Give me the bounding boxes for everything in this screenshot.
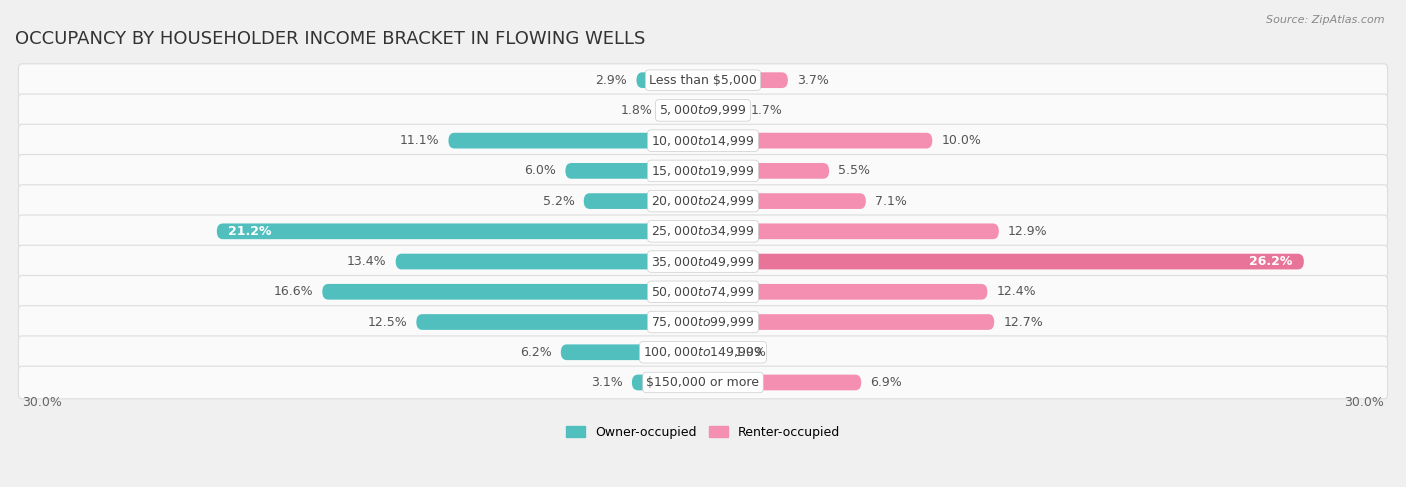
- Text: 3.7%: 3.7%: [797, 74, 830, 87]
- Text: $100,000 to $149,999: $100,000 to $149,999: [644, 345, 762, 359]
- Text: 5.5%: 5.5%: [838, 165, 870, 177]
- FancyBboxPatch shape: [18, 245, 1388, 278]
- Text: 7.1%: 7.1%: [875, 195, 907, 207]
- Text: 2.9%: 2.9%: [596, 74, 627, 87]
- FancyBboxPatch shape: [631, 375, 703, 391]
- Text: 3.1%: 3.1%: [591, 376, 623, 389]
- Text: Less than $5,000: Less than $5,000: [650, 74, 756, 87]
- Text: OCCUPANCY BY HOUSEHOLDER INCOME BRACKET IN FLOWING WELLS: OCCUPANCY BY HOUSEHOLDER INCOME BRACKET …: [15, 30, 645, 48]
- FancyBboxPatch shape: [18, 94, 1388, 127]
- Legend: Owner-occupied, Renter-occupied: Owner-occupied, Renter-occupied: [561, 421, 845, 444]
- FancyBboxPatch shape: [395, 254, 703, 269]
- FancyBboxPatch shape: [703, 254, 1303, 269]
- FancyBboxPatch shape: [583, 193, 703, 209]
- Text: 12.7%: 12.7%: [1004, 316, 1043, 329]
- Text: 11.1%: 11.1%: [399, 134, 439, 147]
- Text: 6.2%: 6.2%: [520, 346, 551, 359]
- FancyBboxPatch shape: [18, 154, 1388, 187]
- Text: $10,000 to $14,999: $10,000 to $14,999: [651, 133, 755, 148]
- Text: $150,000 or more: $150,000 or more: [647, 376, 759, 389]
- FancyBboxPatch shape: [703, 133, 932, 149]
- Text: 1.0%: 1.0%: [735, 346, 768, 359]
- Text: 1.7%: 1.7%: [751, 104, 783, 117]
- Text: 6.9%: 6.9%: [870, 376, 903, 389]
- Text: 5.2%: 5.2%: [543, 195, 575, 207]
- Text: $35,000 to $49,999: $35,000 to $49,999: [651, 255, 755, 268]
- Text: $75,000 to $99,999: $75,000 to $99,999: [651, 315, 755, 329]
- FancyBboxPatch shape: [18, 366, 1388, 399]
- Text: Source: ZipAtlas.com: Source: ZipAtlas.com: [1267, 15, 1385, 25]
- Text: $15,000 to $19,999: $15,000 to $19,999: [651, 164, 755, 178]
- Text: $50,000 to $74,999: $50,000 to $74,999: [651, 285, 755, 299]
- Text: 26.2%: 26.2%: [1249, 255, 1292, 268]
- Text: 13.4%: 13.4%: [347, 255, 387, 268]
- Text: $20,000 to $24,999: $20,000 to $24,999: [651, 194, 755, 208]
- FancyBboxPatch shape: [703, 103, 742, 118]
- FancyBboxPatch shape: [703, 284, 987, 300]
- FancyBboxPatch shape: [217, 224, 703, 239]
- FancyBboxPatch shape: [565, 163, 703, 179]
- FancyBboxPatch shape: [18, 306, 1388, 338]
- Text: 12.5%: 12.5%: [367, 316, 408, 329]
- FancyBboxPatch shape: [703, 72, 787, 88]
- Text: 30.0%: 30.0%: [1344, 395, 1384, 409]
- FancyBboxPatch shape: [703, 193, 866, 209]
- FancyBboxPatch shape: [703, 375, 862, 391]
- Text: $25,000 to $34,999: $25,000 to $34,999: [651, 225, 755, 238]
- FancyBboxPatch shape: [18, 64, 1388, 96]
- FancyBboxPatch shape: [416, 314, 703, 330]
- Text: 16.6%: 16.6%: [274, 285, 314, 298]
- FancyBboxPatch shape: [322, 284, 703, 300]
- FancyBboxPatch shape: [703, 344, 725, 360]
- FancyBboxPatch shape: [18, 124, 1388, 157]
- Text: 21.2%: 21.2%: [228, 225, 271, 238]
- FancyBboxPatch shape: [18, 336, 1388, 369]
- FancyBboxPatch shape: [18, 215, 1388, 248]
- Text: 12.9%: 12.9%: [1008, 225, 1047, 238]
- FancyBboxPatch shape: [561, 344, 703, 360]
- FancyBboxPatch shape: [637, 72, 703, 88]
- FancyBboxPatch shape: [662, 103, 703, 118]
- FancyBboxPatch shape: [703, 224, 998, 239]
- Text: $5,000 to $9,999: $5,000 to $9,999: [659, 103, 747, 117]
- FancyBboxPatch shape: [18, 276, 1388, 308]
- FancyBboxPatch shape: [703, 314, 994, 330]
- Text: 6.0%: 6.0%: [524, 165, 557, 177]
- Text: 10.0%: 10.0%: [942, 134, 981, 147]
- Text: 12.4%: 12.4%: [997, 285, 1036, 298]
- FancyBboxPatch shape: [18, 185, 1388, 217]
- Text: 30.0%: 30.0%: [22, 395, 62, 409]
- FancyBboxPatch shape: [449, 133, 703, 149]
- FancyBboxPatch shape: [703, 163, 830, 179]
- Text: 1.8%: 1.8%: [620, 104, 652, 117]
